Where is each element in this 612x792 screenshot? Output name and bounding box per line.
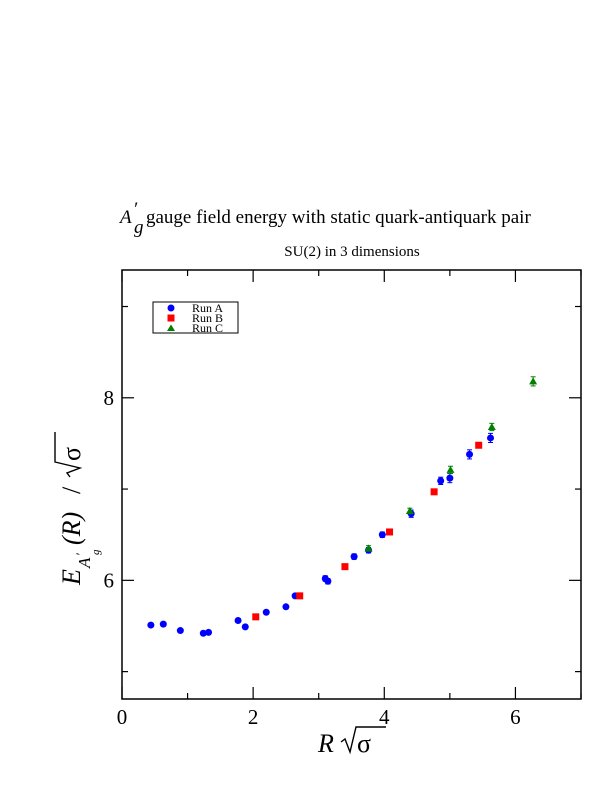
- legend-box: [152, 301, 239, 334]
- point-run-a: [205, 628, 213, 636]
- point-run-a: [159, 620, 167, 628]
- point-run-a: [241, 623, 249, 631]
- point-run-b: [341, 563, 349, 571]
- title-symbol: A: [118, 207, 132, 228]
- title-symbol-sub: g: [134, 217, 144, 238]
- point-run-a: [262, 608, 270, 616]
- point-run-a: [234, 617, 242, 625]
- y-tick-label: 8: [104, 386, 115, 410]
- legend-label-run-a: Run A: [192, 301, 223, 315]
- title-symbol-sup: ′: [133, 199, 138, 220]
- y-axis-label-div: /: [57, 486, 86, 494]
- point-run-c: [529, 377, 538, 385]
- y-axis-label-sub: A: [75, 557, 94, 569]
- point-run-a: [282, 603, 290, 611]
- x-tick-label: 2: [248, 705, 259, 729]
- point-run-c: [364, 544, 373, 552]
- chart-title: A ′ g gauge field energy with static qua…: [118, 199, 531, 238]
- point-run-a: [147, 621, 155, 629]
- x-tick-label: 6: [510, 705, 521, 729]
- x-tick-label: 0: [117, 705, 128, 729]
- point-run-b: [252, 613, 260, 621]
- legend: Run A Run B Run C: [152, 301, 239, 335]
- legend-marker-run-b: [167, 314, 175, 322]
- point-run-b: [475, 441, 483, 449]
- point-run-a: [487, 434, 495, 442]
- y-axis-root-sign: [54, 432, 83, 478]
- y-axis-label-root: σ: [57, 447, 86, 461]
- chart-subtitle: SU(2) in 3 dimensions: [284, 244, 420, 260]
- point-run-a: [446, 474, 454, 482]
- point-run-c: [405, 506, 414, 514]
- x-axis-label-var: R: [317, 729, 334, 758]
- point-run-a: [378, 531, 386, 539]
- title-text: gauge field energy with static quark-ant…: [146, 207, 531, 228]
- data-points: [147, 376, 538, 637]
- legend-marker-run-a: [167, 304, 175, 312]
- point-run-b: [430, 488, 438, 496]
- axis-tick-labels: 0 2 4 6 6 8: [104, 386, 521, 729]
- y-tick-label: 6: [104, 568, 115, 592]
- point-run-c: [446, 465, 455, 473]
- y-axis-label-subsub: g: [90, 549, 102, 555]
- point-run-c: [487, 422, 496, 430]
- x-axis-label: R σ: [317, 726, 386, 758]
- y-axis-label: E A ′ g (R) / σ: [54, 432, 102, 586]
- point-run-b: [296, 592, 304, 600]
- x-axis-root-sign: [340, 726, 386, 755]
- point-run-a: [199, 629, 207, 637]
- point-run-a: [466, 450, 474, 458]
- axis-ticks: [121, 270, 582, 699]
- plot-frame: [121, 269, 582, 700]
- legend-label-run-c: Run C: [192, 321, 223, 335]
- legend-marker-run-c: [167, 324, 175, 331]
- legend-label-run-b: Run B: [192, 311, 223, 325]
- y-axis-label-arg: (R): [57, 512, 86, 545]
- x-tick-label: 4: [379, 705, 390, 729]
- point-run-a: [176, 627, 184, 635]
- point-run-a: [437, 477, 445, 485]
- point-run-a: [350, 553, 358, 561]
- x-axis-label-root: σ: [357, 729, 371, 758]
- point-run-b: [386, 528, 394, 536]
- point-run-a: [324, 577, 332, 585]
- y-axis-label-var: E: [57, 569, 86, 586]
- y-axis-label-subsup: ′: [73, 553, 88, 556]
